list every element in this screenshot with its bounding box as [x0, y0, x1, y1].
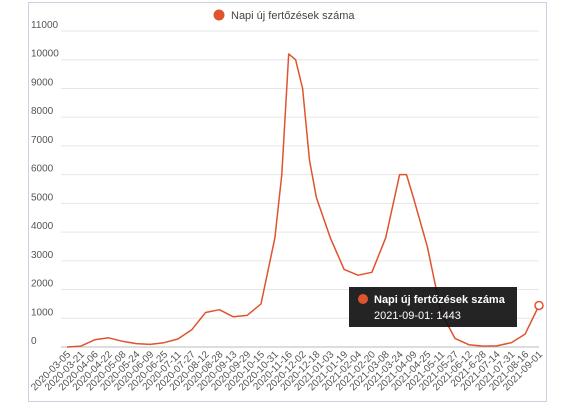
tooltip-text: 2021-09-01: 1443: [374, 310, 461, 322]
x-axis-ticks: 2020-03-052020-03-212020-04-062020-04-22…: [29, 349, 545, 393]
legend-label[interactable]: Napi új fertőzések száma: [231, 10, 355, 22]
y-tick-label: 3000: [31, 250, 54, 261]
y-tick-label: 0: [31, 336, 37, 347]
y-tick-label: 2000: [31, 279, 54, 290]
legend[interactable]: Napi új fertőzések száma: [213, 9, 356, 23]
y-tick-label: 11000: [31, 20, 59, 31]
y-tick-label: 10000: [31, 49, 59, 60]
chart-frame: 0 1000 2000 3000 4000 5000 6000 7000 8000 9000 100…: [28, 2, 547, 402]
tooltip-box: [349, 287, 517, 327]
grid-lines: [61, 30, 539, 348]
tooltip-title: Napi új fertőzések száma: [374, 294, 506, 306]
y-tick-label: 5000: [31, 192, 54, 203]
y-tick-label: 8000: [31, 106, 54, 117]
y-tick-label: 6000: [31, 164, 54, 175]
series-line[interactable]: [66, 53, 540, 348]
y-tick-label: 7000: [31, 135, 54, 146]
legend-marker[interactable]: [213, 9, 225, 21]
highlighted-point[interactable]: [534, 300, 544, 311]
y-tick-label: 4000: [31, 221, 54, 232]
chart-svg: 0 1000 2000 3000 4000 5000 6000 7000 8000 9000 100…: [29, 9, 545, 393]
tooltip-marker: [358, 294, 368, 304]
y-tick-label: 1000: [31, 307, 54, 318]
y-tick-label: 9000: [31, 77, 54, 88]
y-axis-ticks: 0 1000 2000 3000 4000 5000 6000 7000 8000 9000 100…: [31, 20, 59, 347]
series-layer: [66, 53, 544, 348]
tooltip: Napi új fertőzések száma 2021-09-01: 144…: [349, 287, 517, 327]
